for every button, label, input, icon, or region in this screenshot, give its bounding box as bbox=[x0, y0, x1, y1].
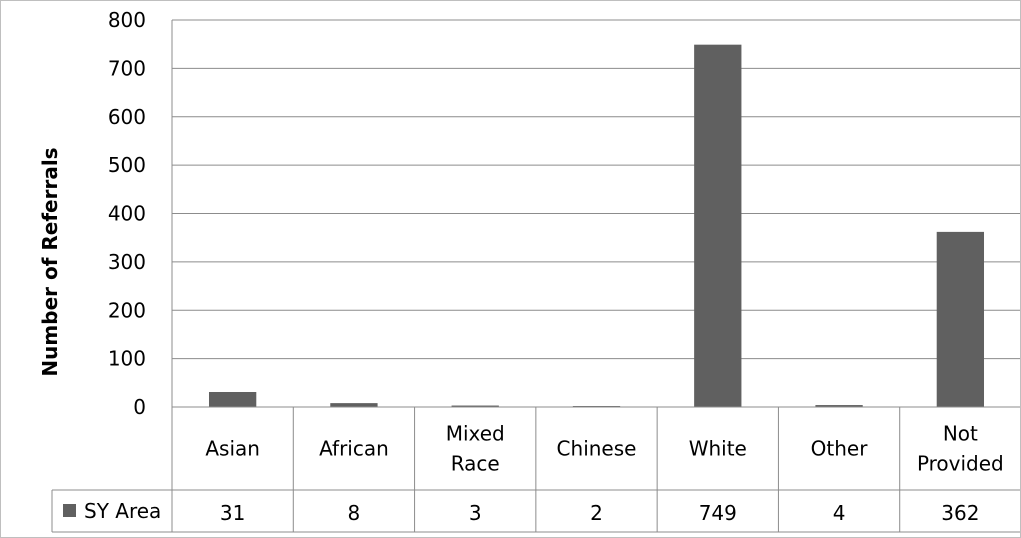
legend-swatch bbox=[63, 504, 76, 517]
data-value-label: 4 bbox=[833, 501, 846, 525]
y-axis-label: Number of Referrals bbox=[38, 147, 62, 376]
x-tick-label: Chinese bbox=[557, 437, 637, 461]
data-table: Asian African Mixed Race Chinese White Other No… bbox=[51, 406, 1021, 533]
bar bbox=[694, 44, 742, 407]
y-tick-label: 700 bbox=[108, 56, 146, 80]
y-tick-label: 200 bbox=[108, 298, 146, 322]
bar bbox=[815, 405, 863, 407]
x-tick-label: Not bbox=[943, 422, 978, 446]
data-value-label: 2 bbox=[590, 501, 603, 525]
y-tick-label: 400 bbox=[108, 202, 146, 226]
data-value-label: 31 bbox=[220, 501, 245, 525]
y-tick-label: 800 bbox=[108, 8, 146, 32]
x-tick-label: White bbox=[689, 437, 747, 461]
x-tick-label: Mixed bbox=[446, 422, 505, 446]
x-tick-label: Asian bbox=[205, 437, 260, 461]
bar bbox=[208, 392, 257, 407]
y-axis-ticks: 0 100 200 300 400 500 600 700 800 bbox=[108, 8, 146, 419]
x-tick-label: Race bbox=[451, 452, 500, 476]
y-tick-label: 0 bbox=[133, 395, 146, 419]
bar bbox=[330, 403, 378, 407]
y-tick-label: 500 bbox=[108, 153, 146, 177]
y-tick-label: 300 bbox=[108, 250, 146, 274]
data-value-label: 362 bbox=[941, 501, 979, 525]
data-value-label: 8 bbox=[348, 501, 361, 525]
x-tick-label: African bbox=[319, 437, 389, 461]
data-value-label: 3 bbox=[469, 501, 482, 525]
data-value-label: 749 bbox=[699, 501, 737, 525]
x-tick-label: Provided bbox=[917, 452, 1004, 476]
y-tick-label: 600 bbox=[108, 105, 146, 129]
bar bbox=[451, 405, 499, 407]
gridlines bbox=[171, 19, 1021, 408]
legend-label: SY Area bbox=[84, 499, 161, 523]
y-tick-label: 100 bbox=[108, 347, 146, 371]
x-tick-label: Other bbox=[811, 437, 869, 461]
bar bbox=[936, 231, 985, 407]
